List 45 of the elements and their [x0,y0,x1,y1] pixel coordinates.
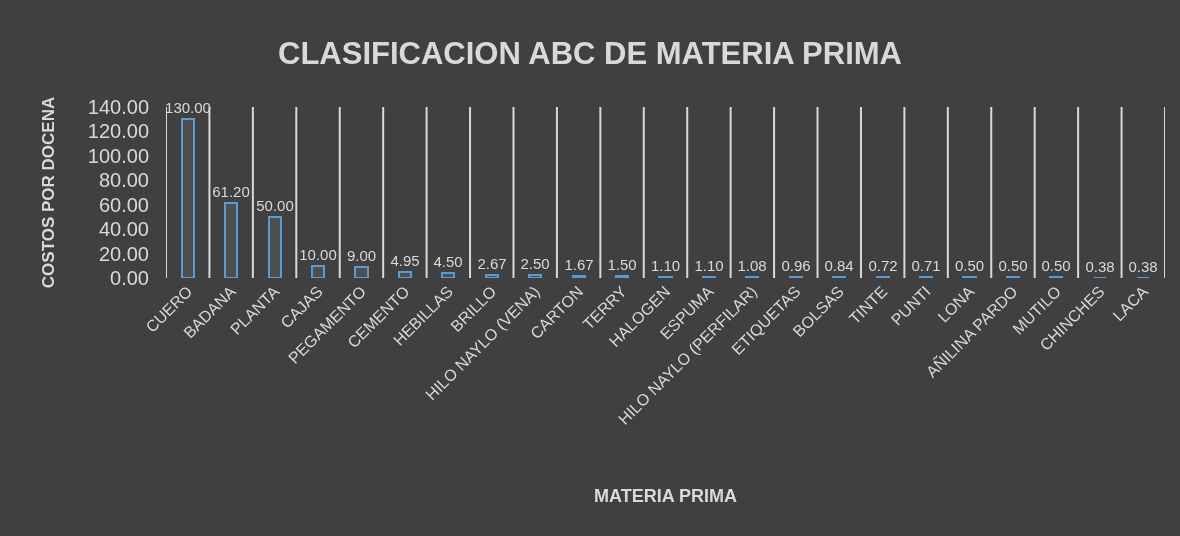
y-tick-label: 100.00 [87,144,149,167]
y-tick-label: 120.00 [87,120,149,143]
chart-title: CLASIFICACION ABC DE MATERIA PRIMA [278,36,902,72]
data-label: 4.50 [433,253,463,270]
data-label: 0.50 [1041,257,1071,274]
data-label: 0.71 [911,257,941,274]
bar [224,202,238,278]
data-label: 0.38 [1085,258,1115,275]
bar [311,265,325,278]
data-label: 130.00 [165,99,211,116]
data-label: 10.00 [299,246,337,263]
data-label: 0.96 [781,257,811,274]
bar [398,271,412,278]
y-tick-label: 20.00 [98,242,149,265]
y-tick-label: 140.00 [87,96,149,118]
data-label: 0.50 [954,257,985,274]
bar [615,275,629,278]
data-label: 9.00 [346,247,377,264]
bar [354,266,369,278]
y-axis-title: COSTOS POR DOCENA [39,96,59,289]
data-label: 61.20 [212,183,250,200]
y-tick-label: 80.00 [98,169,149,192]
data-label: 1.10 [694,257,724,274]
data-label: 0.84 [824,257,854,274]
x-axis-title: MATERIA PRIMA [594,485,737,506]
data-label: 0.50 [998,257,1028,274]
bar [485,274,499,278]
bar [572,275,586,278]
data-label: 4.95 [390,252,420,269]
bar [441,272,455,278]
data-label: 2.50 [520,255,550,272]
data-label: 1.10 [650,257,681,274]
y-tick-label: 40.00 [98,218,149,241]
data-label: 50.00 [256,197,294,214]
data-label: 1.08 [737,257,767,274]
data-label: 0.72 [868,257,898,274]
bar [528,274,542,278]
data-label: 2.67 [477,255,507,272]
y-tick-label: 0.00 [110,267,149,289]
data-label: 1.50 [607,256,637,273]
data-label: 0.38 [1128,258,1158,275]
y-tick-label: 60.00 [98,193,149,216]
bar [268,216,282,278]
bar [181,118,195,278]
data-label: 1.67 [564,256,594,273]
